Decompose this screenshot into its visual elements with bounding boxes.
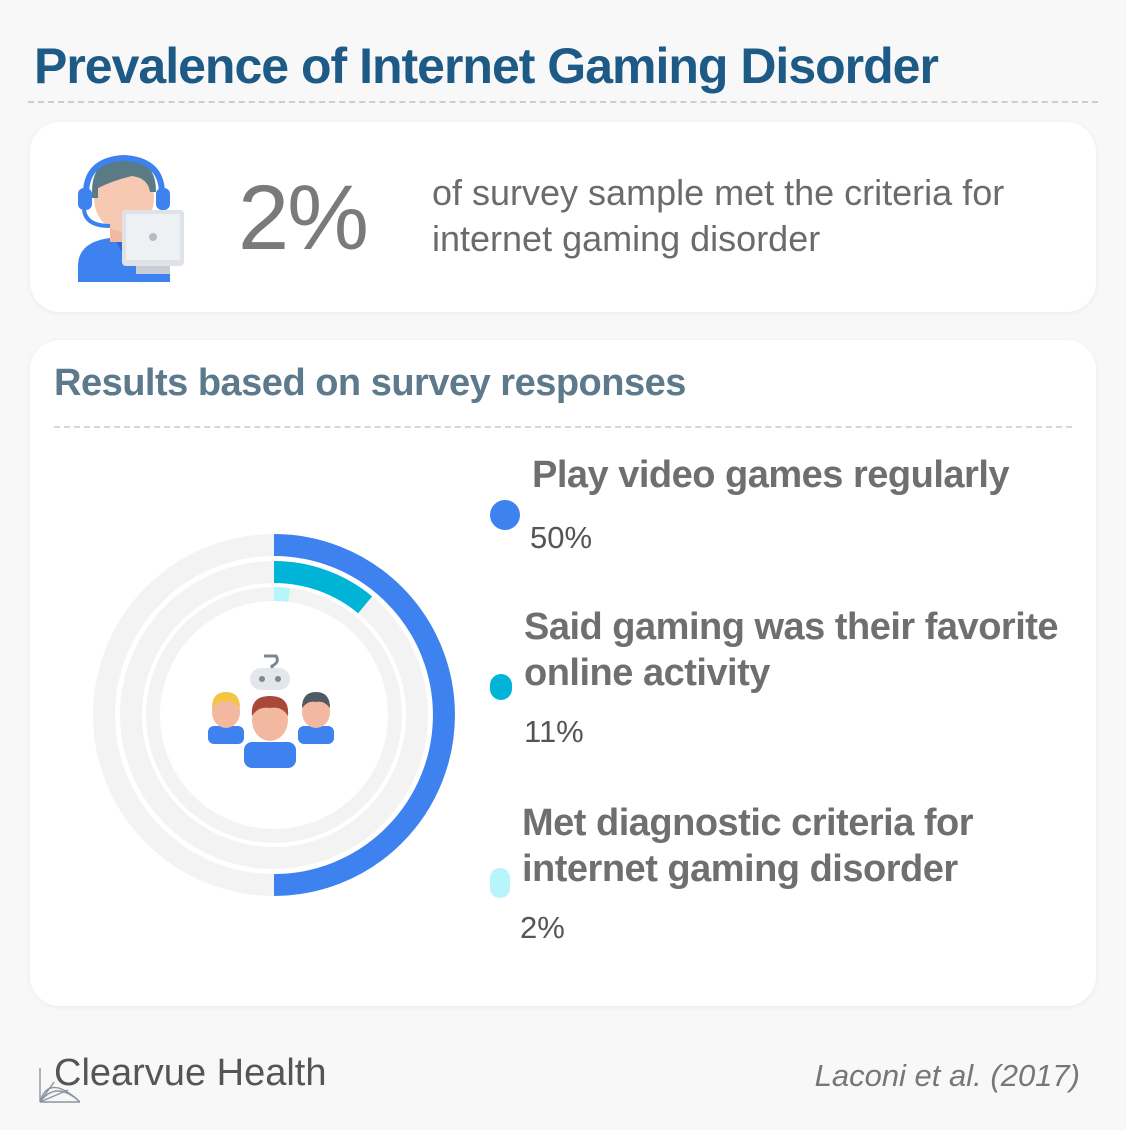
brand-name: Clearvue Health bbox=[54, 1052, 327, 1094]
brand-mark-icon bbox=[39, 1068, 81, 1103]
brand-logo: Clearvue Health bbox=[38, 1048, 358, 1104]
legend-value: 50% bbox=[530, 520, 593, 555]
results-card: Results based on survey responses Play v… bbox=[30, 340, 1096, 1006]
highlight-value: 2% bbox=[238, 167, 369, 269]
gamers-group-icon bbox=[208, 654, 334, 768]
title-divider bbox=[28, 101, 1098, 103]
legend-label: Met diagnostic criteria for internet gam… bbox=[522, 802, 974, 890]
ring-bar-2 bbox=[273, 587, 291, 602]
section-title: Results based on survey responses bbox=[54, 362, 686, 404]
legend-swatch bbox=[490, 500, 520, 530]
ring-bar-0 bbox=[273, 534, 455, 896]
legend-swatch bbox=[490, 674, 512, 700]
legend-value: 2% bbox=[520, 910, 565, 945]
highlight-card: 2% of survey sample met the criteria for… bbox=[30, 122, 1096, 312]
legend-value: 11% bbox=[524, 714, 584, 749]
legend-swatch bbox=[490, 868, 510, 898]
section-divider bbox=[54, 426, 1072, 428]
page-title: Prevalence of Internet Gaming Disorder bbox=[34, 38, 939, 94]
ring-bar-1 bbox=[273, 561, 373, 614]
headset-agent-icon bbox=[78, 154, 184, 282]
highlight-caption: of survey sample met the criteria for in… bbox=[432, 172, 1005, 259]
legend-label: Play video games regularly bbox=[532, 454, 1010, 496]
radial-bar-chart bbox=[93, 534, 455, 896]
citation: Laconi et al. (2017) bbox=[814, 1058, 1080, 1093]
legend-label: Said gaming was their favorite online ac… bbox=[524, 606, 1059, 694]
